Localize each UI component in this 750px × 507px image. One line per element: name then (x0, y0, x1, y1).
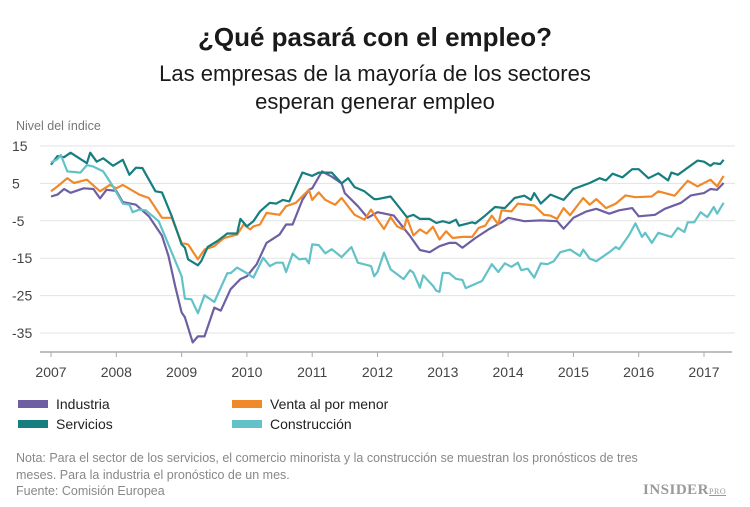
y-tick-label: -15 (12, 250, 32, 266)
logo-text: INSIDER (643, 482, 710, 498)
x-tick-label: 2014 (493, 364, 524, 380)
x-tick-label: 2007 (35, 364, 66, 380)
legend-item-venta: Venta al por menor (232, 396, 388, 412)
source-text: Fuente: Comisión Europea (16, 484, 165, 498)
y-tick-label: 5 (12, 175, 20, 191)
y-axis-label: Nivel del índice (16, 119, 101, 133)
logo-sup: PRO (709, 487, 727, 496)
x-tick-label: 2010 (231, 364, 262, 380)
legend-swatch (18, 400, 48, 408)
x-tick-label: 2017 (688, 364, 719, 380)
subtitle-line-1: Las empresas de la mayoría de los sector… (159, 61, 591, 86)
legend-label: Industria (56, 396, 110, 412)
series-line-servicios (50, 151, 725, 267)
note-text: Nota: Para el sector de los servicios, e… (16, 451, 638, 482)
legend-swatch (232, 420, 262, 428)
x-tick-label: 2016 (623, 364, 654, 380)
x-tick-label: 2011 (297, 364, 327, 380)
chart-subtitle: Las empresas de la mayoría de los sector… (0, 60, 750, 116)
series-line-construcci-n (50, 153, 725, 315)
legend-swatch (18, 420, 48, 428)
legend-item-servicios: Servicios (18, 416, 113, 432)
y-tick-label: -35 (12, 325, 32, 341)
chart-title: ¿Qué pasará con el empleo? (198, 22, 552, 52)
legend-item-industria: Industria (18, 396, 110, 412)
x-tick-label: 2013 (427, 364, 458, 380)
x-tick-label: 2012 (362, 364, 393, 380)
y-tick-label: -5 (12, 213, 25, 229)
y-tick-label: 15 (12, 138, 28, 154)
legend-item-construccion: Construcción (232, 416, 352, 432)
legend-label: Venta al por menor (270, 396, 389, 412)
x-tick-label: 2008 (101, 364, 132, 380)
x-tick-label: 2015 (558, 364, 589, 380)
x-tick-label: 2009 (166, 364, 197, 380)
subtitle-line-2: esperan generar empleo (255, 89, 495, 114)
legend-label: Construcción (270, 416, 352, 432)
footnote: Nota: Para el sector de los servicios, e… (16, 450, 656, 500)
legend-swatch (232, 400, 262, 408)
line-chart: 15 5 -5 -15 -25 -35 2007 2008 2009 2010 2011 2012 20… (12, 138, 735, 380)
series-line-venta-al-por-menor (50, 175, 725, 261)
legend-label: Servicios (56, 416, 113, 432)
y-tick-label: -25 (12, 288, 32, 304)
insider-pro-logo: INSIDERPRO (643, 482, 726, 499)
